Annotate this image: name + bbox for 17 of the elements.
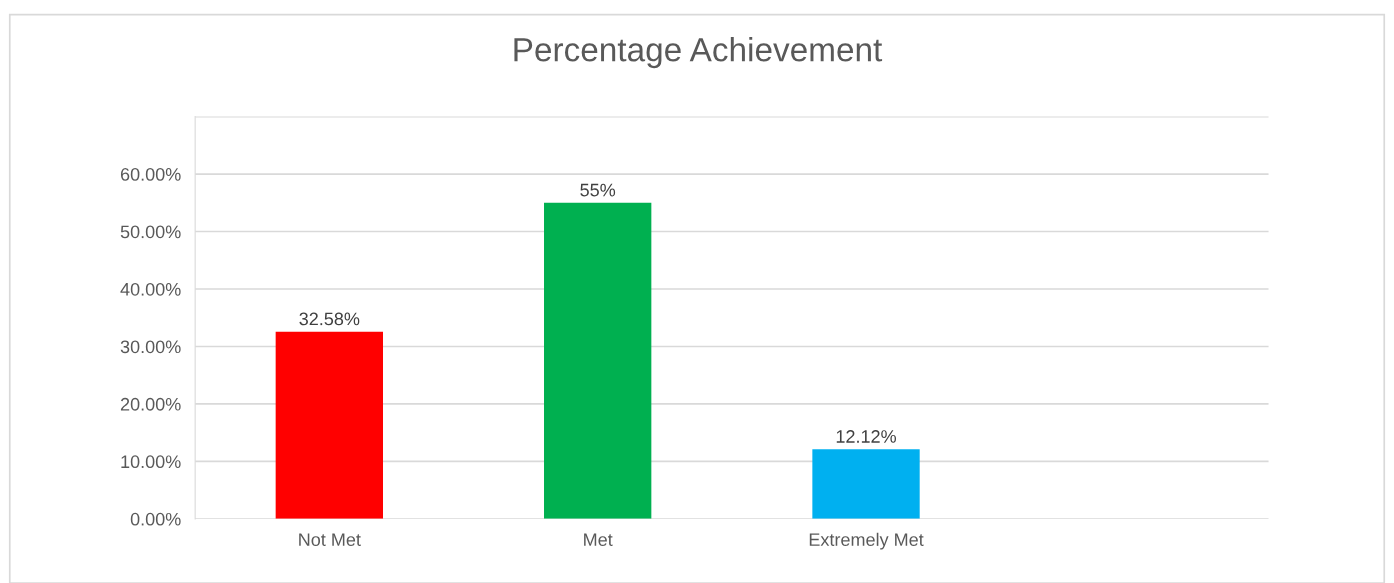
bar — [544, 202, 652, 519]
chart-title: Percentage Achievement — [514, 37, 883, 69]
data-label: 32.58% — [299, 312, 360, 326]
data-label: 12.12% — [836, 430, 896, 443]
data-label: 55% — [580, 183, 616, 197]
y-tick-label: 50.00% — [120, 225, 181, 239]
y-tick-label: 10.00% — [121, 455, 181, 469]
x-tick-label: Not Met — [299, 533, 361, 547]
x-tick-label: Extremely Met — [809, 532, 924, 550]
x-tick-label: Met — [584, 533, 613, 547]
y-tick-label: 40.00% — [120, 282, 181, 296]
y-tick-label: 60.00% — [120, 168, 181, 181]
y-tick-label: 20.00% — [120, 397, 181, 411]
y-tick-label: 0.00% — [130, 512, 181, 526]
bar — [275, 331, 383, 519]
bar — [812, 449, 920, 519]
y-tick-label: 30.00% — [120, 340, 181, 354]
